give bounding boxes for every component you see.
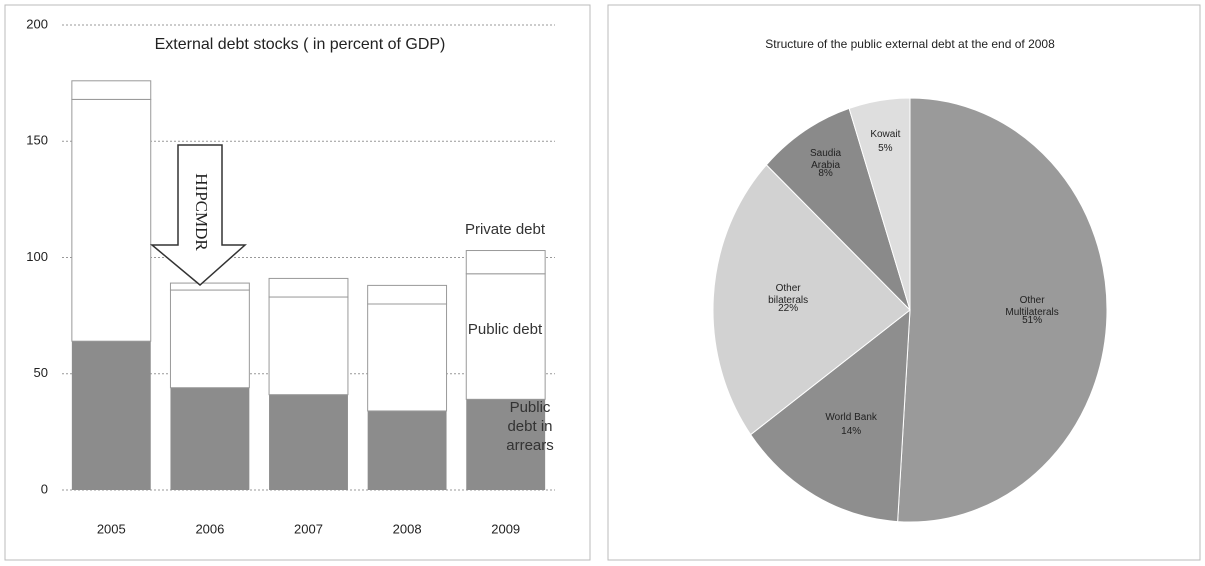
bar-segment: [465, 250, 546, 275]
bar-segment: [269, 394, 348, 490]
y-tick-label: 0: [41, 481, 48, 496]
slice-value-label: 8%: [818, 167, 833, 179]
bar-segment: [367, 410, 447, 490]
y-tick-label: 150: [26, 133, 48, 148]
pie-slice: [712, 164, 911, 436]
right-frame: [607, 4, 1201, 561]
left-frame: [4, 4, 591, 561]
bar-segment: [367, 303, 448, 412]
bar-segment: [367, 284, 448, 305]
pie-slice: [765, 107, 911, 311]
pie-slice: [848, 97, 911, 311]
pie-slice: [897, 97, 1108, 523]
pie-slice: [749, 308, 911, 523]
slice-label: Kowait: [870, 129, 901, 141]
x-tick-label: 2007: [294, 521, 323, 536]
series-label: Private debt: [464, 221, 546, 238]
slice-label: World Bank: [825, 412, 877, 424]
slice-value-label: 22%: [778, 302, 799, 314]
bar-segment: [169, 289, 250, 389]
bar-segment: [169, 282, 250, 291]
chart-title: Structure of the public external debt at…: [765, 37, 1055, 51]
slice-value-label: 51%: [1022, 315, 1043, 327]
x-tick-label: 2005: [97, 521, 126, 536]
annotation: HIPCMDR: [192, 173, 211, 251]
slice-value-label: 5%: [878, 143, 893, 155]
bar-segment: [268, 296, 349, 396]
slice-label: Other bilaterals: [768, 282, 809, 306]
bar-segment: [71, 341, 151, 490]
bar-segment: [466, 399, 546, 490]
bar-segment: [268, 277, 349, 298]
y-tick-label: 100: [26, 249, 48, 264]
arrow: [149, 144, 247, 286]
y-tick-label: 50: [34, 365, 48, 380]
x-tick-label: 2008: [393, 521, 422, 536]
bar-segment: [170, 387, 250, 490]
x-tick-label: 2006: [195, 521, 224, 536]
bar-segment: [71, 80, 152, 100]
chart-title: External debt stocks ( in percent of GDP…: [155, 36, 446, 53]
series-label: Public debt: [467, 321, 543, 338]
bar-segment: [71, 98, 152, 342]
bar-segment: [465, 273, 546, 400]
x-tick-label: 2009: [491, 521, 520, 536]
y-tick-label: 200: [26, 16, 48, 31]
slice-label: Other Multilaterals: [1005, 295, 1059, 319]
slice-label: Saudia Arabia: [809, 147, 842, 171]
series-label: Public debt in arrears: [506, 399, 554, 454]
slice-value-label: 14%: [841, 426, 862, 438]
